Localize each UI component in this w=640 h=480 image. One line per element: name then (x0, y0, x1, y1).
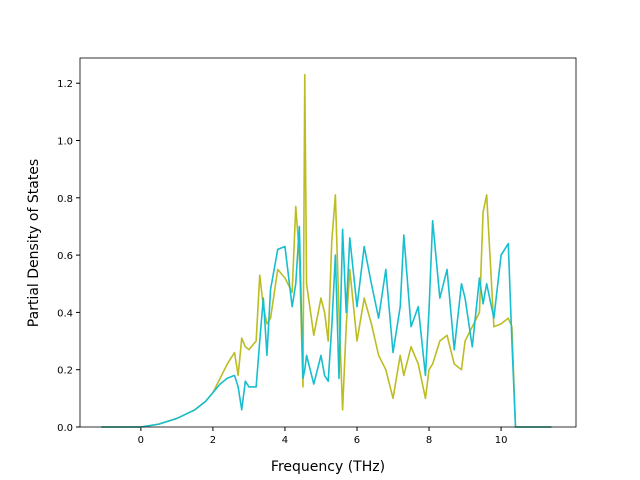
series-line (101, 219, 552, 428)
x-tick-label: 6 (354, 435, 360, 446)
y-tick-label: 0.8 (57, 194, 73, 205)
x-tick-label: 0 (138, 435, 144, 446)
plot-frame (79, 57, 577, 428)
y-tick-label: 1.2 (57, 79, 73, 90)
x-tick-label: 2 (210, 435, 216, 446)
y-tick-label: 0.4 (57, 308, 73, 319)
x-tick-label: 4 (282, 435, 288, 446)
y-tick-label: 0.2 (57, 366, 73, 377)
y-tick-label: 0.6 (57, 251, 73, 262)
y-tick-label: 0.0 (57, 423, 73, 434)
y-axis-label: Partial Density of States (26, 159, 42, 327)
x-axis-label: Frequency (THz) (271, 459, 385, 475)
x-tick-label: 10 (495, 435, 508, 446)
series-line (101, 73, 552, 428)
x-tick-label: 8 (426, 435, 432, 446)
y-tick-label: 1.0 (57, 137, 73, 148)
